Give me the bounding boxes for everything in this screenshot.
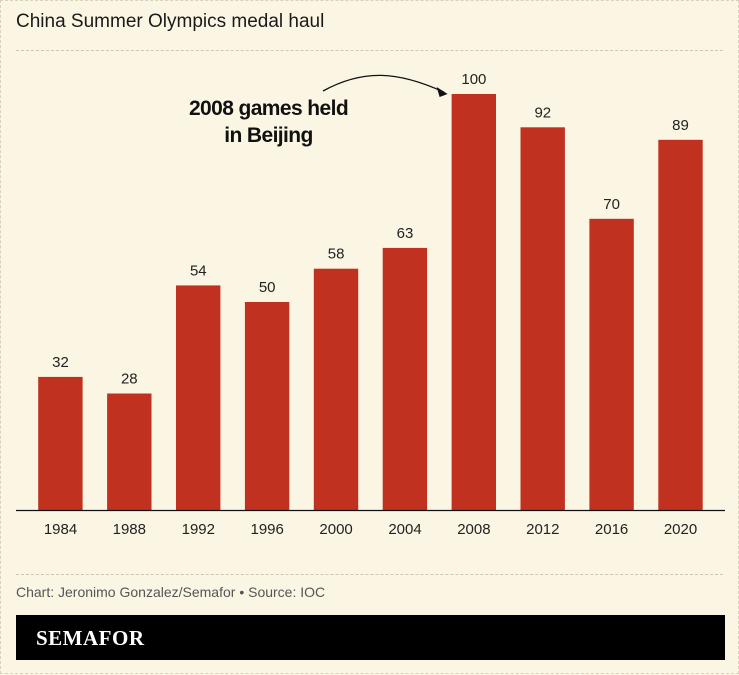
bar-2016 — [589, 218, 634, 511]
brand-bar: SEMAFOR — [16, 615, 725, 660]
annotation-line-2: in Beijing — [224, 124, 313, 147]
tick-label-2004: 2004 — [388, 521, 421, 538]
annotation-arrowhead — [436, 87, 448, 97]
bar-2012 — [520, 127, 565, 511]
annotation-arrow — [322, 74, 444, 93]
tick-label-2012: 2012 — [526, 521, 559, 538]
value-label-2000: 58 — [328, 246, 345, 263]
tick-label-2000: 2000 — [319, 521, 352, 538]
bar-1984 — [38, 376, 83, 510]
bar-2008 — [451, 94, 496, 510]
annotation-text: 2008 games held in Beijing — [161, 95, 376, 149]
bar-1996 — [244, 302, 290, 510]
brand-logo: SEMAFOR — [36, 626, 145, 650]
tick-label-1992: 1992 — [182, 521, 215, 538]
tick-label-2008: 2008 — [457, 521, 490, 538]
bottom-divider — [16, 574, 723, 575]
value-label-1984: 32 — [52, 354, 69, 371]
tick-label-1984: 1984 — [44, 521, 77, 538]
chart-title: China Summer Olympics medal haul — [16, 11, 325, 32]
bar-1988 — [107, 393, 152, 510]
value-label-1988: 28 — [121, 371, 138, 388]
chart-credit: Chart: Jeronimo Gonzalez/Semafor • Sourc… — [16, 584, 326, 600]
tick-label-1996: 1996 — [251, 521, 284, 538]
value-label-2020: 89 — [672, 117, 689, 134]
bar-2004 — [382, 247, 428, 510]
value-label-2004: 63 — [397, 225, 414, 242]
tick-label-1988: 1988 — [113, 521, 146, 538]
tick-label-2020: 2020 — [664, 521, 697, 538]
value-label-2016: 70 — [603, 196, 620, 213]
bar-2000 — [313, 268, 359, 510]
value-label-1996: 50 — [259, 279, 276, 296]
bar-1992 — [176, 285, 221, 510]
annotation-line-1: 2008 games held — [188, 97, 349, 120]
top-divider — [16, 50, 723, 51]
bar-2020 — [658, 139, 703, 511]
value-label-2008: 100 — [461, 71, 486, 88]
value-label-2012: 92 — [534, 104, 551, 121]
value-label-1992: 54 — [190, 262, 207, 279]
tick-label-2016: 2016 — [595, 521, 628, 538]
